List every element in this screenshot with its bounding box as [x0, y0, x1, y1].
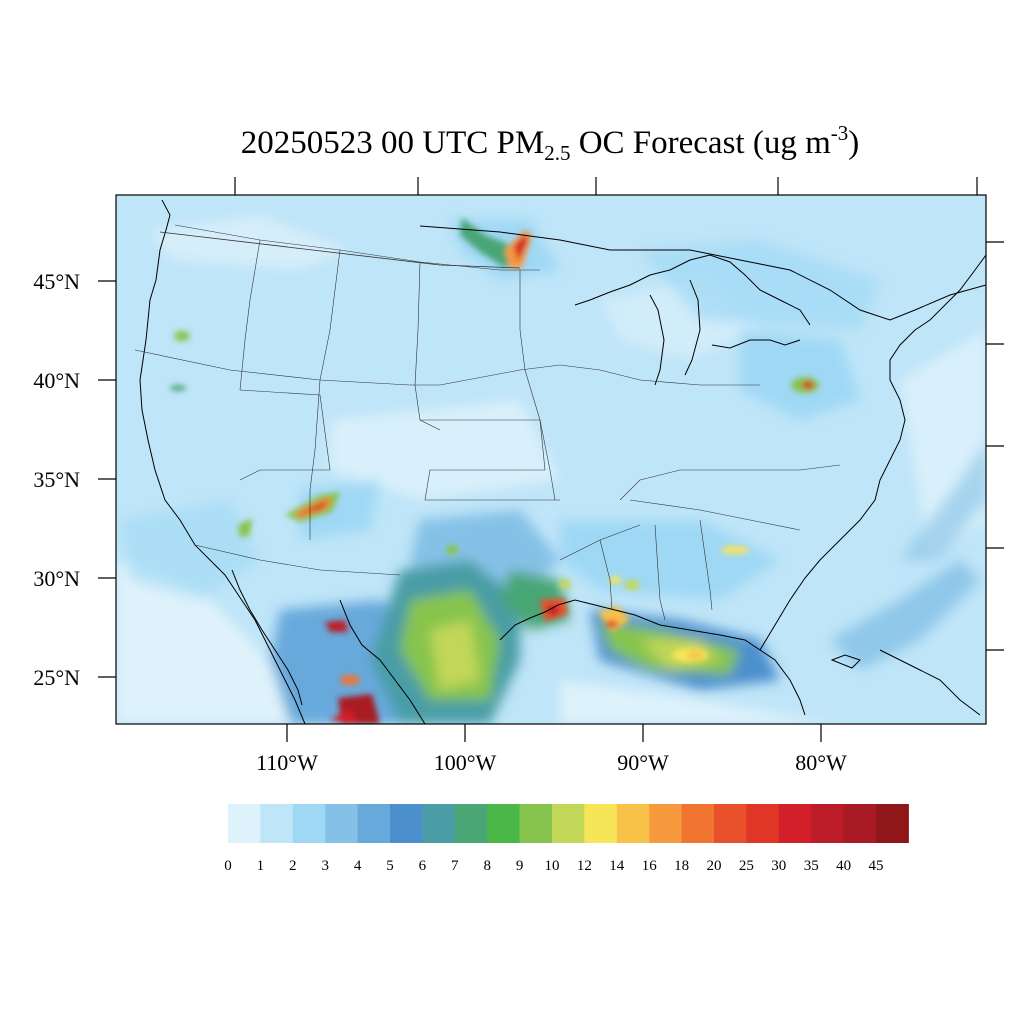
lat-label-30: 30°N [33, 566, 80, 591]
colorbar-label: 2 [289, 858, 297, 874]
map-frame [115, 194, 987, 725]
colorbar-label: 5 [386, 858, 394, 874]
lon-label-80w: 80°W [795, 750, 847, 775]
colorbar-box [454, 804, 488, 843]
colorbar-box [325, 804, 359, 843]
lat-label-25: 25°N [33, 665, 80, 690]
colorbar-label: 8 [483, 858, 491, 874]
colorbar-label: 18 [674, 858, 689, 874]
colorbar-box [292, 804, 326, 843]
colorbar-label: 20 [707, 858, 722, 874]
colorbar-label: 35 [804, 858, 819, 874]
top-ticks [234, 177, 978, 195]
colorbar-box [649, 804, 683, 843]
state-borders [134, 224, 841, 621]
colorbar-label: 12 [577, 858, 592, 874]
colorbar-box [260, 804, 294, 843]
lat-labels: 45°N 40°N 35°N 30°N 25°N [33, 269, 80, 690]
colorbar-label: 7 [451, 858, 459, 874]
lat-label-45: 45°N [33, 269, 80, 294]
pm25-oc-field [116, 195, 986, 724]
colorbar: 0 1 2 3 4 5 6 7 8 9 10 12 14 16 18 20 25 30 35 40 45 [224, 804, 909, 874]
colorbar-box [746, 804, 780, 843]
colorbar-box [422, 804, 456, 843]
colorbar-box [487, 804, 521, 843]
colorbar-label: 25 [739, 858, 754, 874]
colorbar-box [357, 804, 391, 843]
colorbar-box [843, 804, 877, 843]
colorbar-label: 1 [257, 858, 265, 874]
right-ticks [986, 241, 1004, 651]
left-ticks [98, 280, 116, 678]
lon-label-100w: 100°W [434, 750, 497, 775]
colorbar-box [616, 804, 650, 843]
map-title: 20250523 00 UTC PM2.5 OC Forecast (ug m-… [240, 121, 860, 165]
lat-label-35: 35°N [33, 467, 80, 492]
colorbar-box [228, 804, 261, 843]
colorbar-label: 3 [321, 858, 329, 874]
colorbar-label: 40 [836, 858, 851, 874]
colorbar-box [681, 804, 715, 843]
colorbar-box [811, 804, 845, 843]
colorbar-box [390, 804, 423, 843]
lon-label-110w: 110°W [256, 750, 318, 775]
colorbar-label: 10 [545, 858, 560, 874]
colorbar-label: 9 [516, 858, 524, 874]
lon-labels: 110°W 100°W 90°W 80°W [256, 750, 847, 775]
colorbar-box [778, 804, 812, 843]
colorbar-box [584, 804, 618, 843]
colorbar-label: 0 [224, 858, 232, 874]
colorbar-label: 14 [609, 858, 625, 874]
colorbar-box [552, 804, 585, 843]
colorbar-box [714, 804, 747, 843]
coastlines [139, 199, 986, 724]
colorbar-label: 30 [771, 858, 786, 874]
colorbar-box [876, 804, 909, 843]
colorbar-label: 16 [642, 858, 658, 874]
colorbar-label: 45 [869, 858, 884, 874]
colorbar-label: 4 [354, 858, 362, 874]
colorbar-label: 6 [419, 858, 427, 874]
bottom-ticks [286, 724, 822, 742]
colorbar-box [519, 804, 553, 843]
lon-label-90w: 90°W [617, 750, 669, 775]
lat-label-40: 40°N [33, 368, 80, 393]
